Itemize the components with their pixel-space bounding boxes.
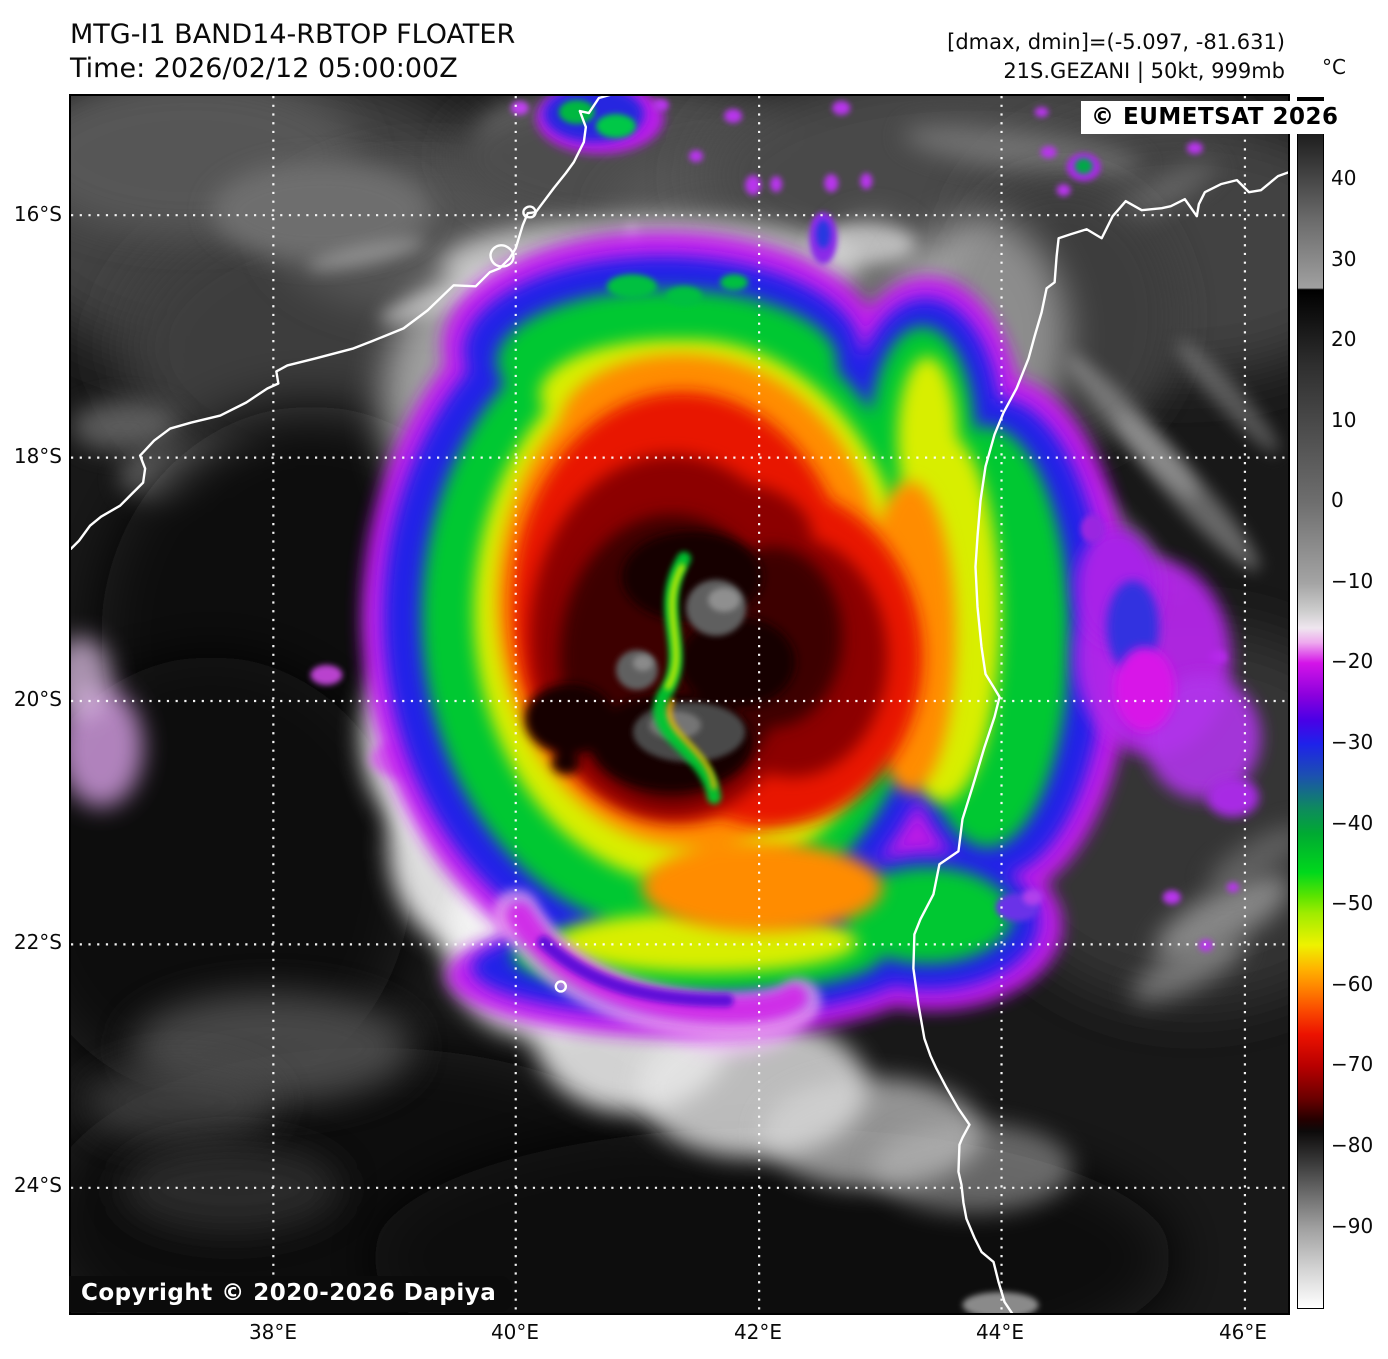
- cyclone: [361, 216, 1133, 1038]
- eumetsat-copyright-badge: © EUMETSAT 2026: [1081, 101, 1349, 134]
- cb-tick-20: 20: [1331, 327, 1357, 351]
- cb-tick-m80: −80: [1331, 1133, 1374, 1157]
- dmax-dmin-readout: [dmax, dmin]=(-5.097, -81.631): [947, 30, 1285, 54]
- cb-tick-10: 10: [1331, 408, 1357, 432]
- cb-tick-m70: −70: [1331, 1052, 1374, 1076]
- figure-title: MTG-I1 BAND14-RBTOP FLOATER Time: 2026/0…: [70, 18, 515, 86]
- dapiya-watermark-badge: Copyright © 2020-2026 Dapiya: [69, 1276, 513, 1312]
- lat-label-20s: 20°S: [13, 687, 62, 711]
- lon-label-40e: 40°E: [490, 1320, 540, 1344]
- lat-label-22s: 22°S: [13, 930, 62, 954]
- cb-tick-30: 30: [1331, 247, 1357, 271]
- lon-label-44e: 44°E: [975, 1320, 1025, 1344]
- cb-tick-m40: −40: [1331, 811, 1374, 835]
- cb-tick-m60: −60: [1331, 972, 1374, 996]
- coastline-lagoon: [489, 244, 515, 268]
- north-fringe-green-dots: [606, 274, 749, 307]
- satellite-map: [69, 94, 1290, 1315]
- title-line-1: MTG-I1 BAND14-RBTOP FLOATER: [70, 19, 516, 50]
- coastline-mozambique: [71, 96, 611, 550]
- cb-tick-m30: −30: [1331, 730, 1374, 754]
- cb-tick-m90: −90: [1331, 1214, 1374, 1238]
- cb-tick-m50: −50: [1331, 891, 1374, 915]
- lon-label-42e: 42°E: [733, 1320, 783, 1344]
- cyclone-spiral-notch: [653, 551, 722, 805]
- coastline-madagascar: [912, 171, 1288, 1313]
- cb-tick-m20: −20: [1331, 649, 1374, 673]
- lat-label-18s: 18°S: [13, 444, 62, 468]
- lon-label-38e: 38°E: [248, 1320, 298, 1344]
- scattered-cold-specks: [510, 96, 1261, 952]
- temperature-colorbar: [1297, 97, 1324, 1309]
- cb-tick-m10: −10: [1331, 569, 1374, 593]
- south-magenta-arc: [493, 889, 822, 1039]
- title-line-2: Time: 2026/02/12 05:00:00Z: [70, 53, 458, 84]
- storm-id-readout: 21S.GEZANI | 50kt, 999mb: [1003, 59, 1285, 83]
- colorbar-unit: °C: [1322, 55, 1346, 79]
- lat-label-24s: 24°S: [13, 1173, 62, 1197]
- coastline-europa-island: [554, 980, 568, 993]
- lon-label-46e: 46°E: [1218, 1320, 1268, 1344]
- storm-info: [dmax, dmin]=(-5.097, -81.631) 21S.GEZAN…: [947, 28, 1285, 86]
- satellite-image: [71, 96, 1288, 1313]
- cb-tick-40: 40: [1331, 166, 1357, 190]
- land-patch-south-madagascar: [962, 1291, 1039, 1313]
- cb-tick-0: 0: [1331, 488, 1344, 512]
- lat-label-16s: 16°S: [13, 202, 62, 226]
- right-purple-blotch: [1074, 514, 1261, 818]
